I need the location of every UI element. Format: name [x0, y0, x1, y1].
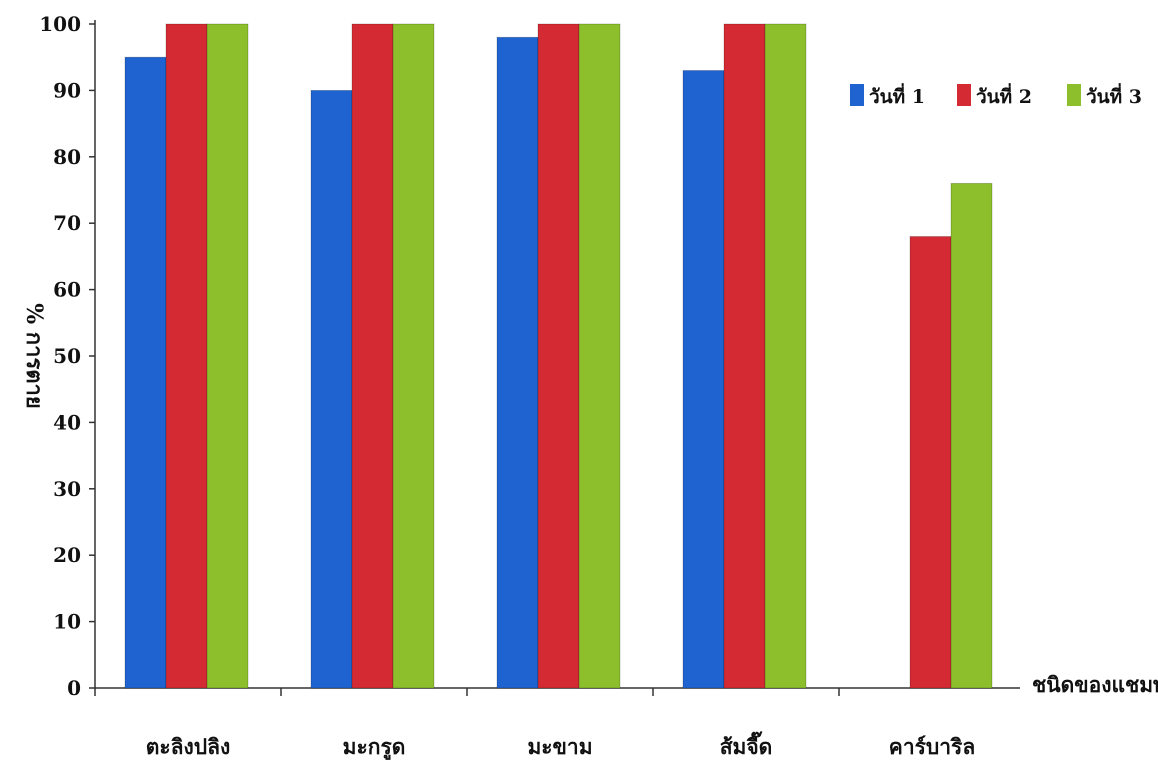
bar — [682, 70, 725, 689]
y-tick-label: 20 — [53, 543, 81, 567]
bar — [578, 23, 621, 689]
y-tick-label: 50 — [53, 344, 81, 368]
legend-label: วันที่ 3 — [1086, 83, 1142, 108]
x-axis-label: ชนิดของแชมพู — [1032, 672, 1158, 699]
y-axis-label: % การตาย — [21, 303, 47, 409]
legend-label: วันที่ 1 — [869, 83, 925, 108]
y-tick-label: 10 — [53, 610, 81, 634]
bar — [206, 23, 249, 689]
bar — [950, 182, 993, 689]
y-tick-label: 70 — [53, 211, 81, 235]
bar — [764, 23, 807, 689]
bar — [537, 23, 580, 689]
bar — [351, 23, 394, 689]
bar — [165, 23, 208, 689]
legend-swatch — [1067, 84, 1081, 106]
y-tick-label: 90 — [53, 78, 81, 102]
bar — [124, 56, 167, 689]
legend-label: วันที่ 2 — [976, 83, 1032, 108]
bar — [392, 23, 435, 689]
x-tick-label: มะขาม — [527, 734, 592, 759]
x-tick-label: คาร์บาริล — [889, 734, 975, 759]
bar — [310, 90, 353, 689]
x-tick-label: ส้มจี๊ด — [720, 731, 773, 759]
x-tick-label: ตะลิงปลิง — [146, 734, 231, 759]
bar — [723, 23, 766, 689]
y-tick-label: 60 — [53, 278, 81, 302]
legend-swatch — [957, 84, 971, 106]
y-tick-label: 40 — [53, 410, 81, 434]
y-tick-label: 30 — [53, 477, 81, 501]
bar — [909, 236, 952, 689]
legend-swatch — [850, 84, 864, 106]
y-tick-label: 0 — [67, 676, 81, 700]
x-tick-label: มะกรูด — [343, 734, 406, 761]
y-tick-label: 80 — [53, 145, 81, 169]
bar — [496, 36, 539, 689]
y-tick-label: 100 — [39, 12, 81, 36]
